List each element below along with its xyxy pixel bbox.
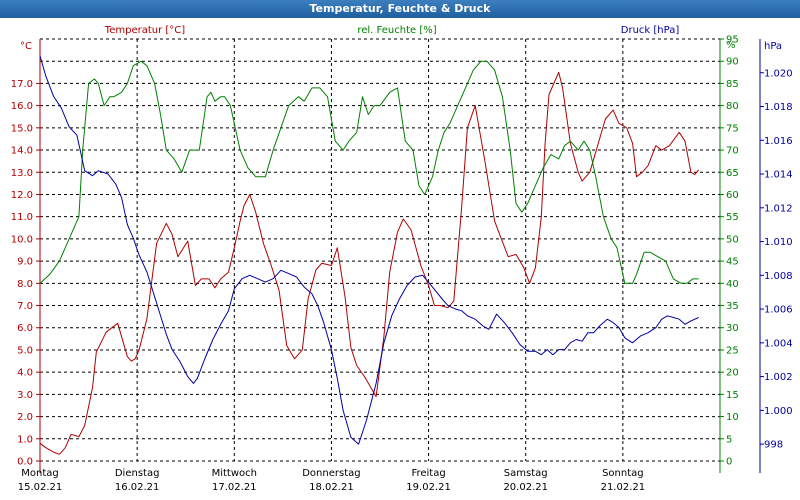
temperature-series-line — [39, 71, 699, 455]
temp-tick-label: 0.0 — [17, 457, 33, 468]
day-date-label: 18.02.21 — [309, 482, 354, 493]
temp-tick-label: 10.0 — [11, 234, 33, 245]
humidity-tick-label: 65 — [726, 168, 739, 179]
x-axis-day-labels: Montag 15.02.21 Dienstag 16.02.21 Mittwoch 17… — [18, 468, 645, 493]
humidity-tick-label: 45 — [726, 257, 739, 268]
pressure-tick-label: 1.000 — [764, 406, 793, 417]
pressure-tick-label: 1.012 — [764, 203, 793, 214]
humidity-tick-label: 70 — [726, 146, 739, 157]
temp-tick-label: 7.0 — [17, 301, 33, 312]
legend-pressure: Druck [hPa] — [621, 25, 680, 36]
day-name-label: Samstag — [504, 468, 548, 479]
weather-chart: 0.0 1.0 2.0 3.0 4.0 5.0 6.0 7.0 8.0 9.0 10.0 11.0 12… — [11, 25, 793, 493]
humidity-tick-label: 30 — [726, 323, 739, 334]
pressure-tick-label: 1.020 — [764, 68, 793, 79]
tick-labels: 0.0 1.0 2.0 3.0 4.0 5.0 6.0 7.0 8.0 9.0 10.0 11.0 12… — [11, 35, 793, 468]
humidity-axis-unit: % — [726, 40, 736, 51]
temp-tick-label: 16.0 — [11, 101, 33, 112]
pressure-tick-label: 1.014 — [764, 170, 793, 181]
temp-tick-label: 13.0 — [11, 168, 33, 179]
day-date-label: 16.02.21 — [115, 482, 160, 493]
humidity-tick-label: 80 — [726, 101, 739, 112]
pressure-tick-label: 1.016 — [764, 136, 793, 147]
temp-tick-label: 12.0 — [11, 190, 33, 201]
day-name-label: Montag — [21, 468, 58, 479]
legend: Temperatur [°C] rel. Feuchte [%] Druck [hP… — [104, 25, 680, 36]
humidity-tick-label: 60 — [726, 190, 739, 201]
pressure-tick-label: 998 — [764, 440, 783, 451]
temp-tick-label: 15.0 — [11, 123, 33, 134]
temp-tick-label: 8.0 — [17, 279, 33, 290]
day-date-label: 15.02.21 — [18, 482, 63, 493]
day-name-label: Donnerstag — [302, 468, 360, 479]
pressure-axis-unit: hPa — [764, 41, 782, 52]
pressure-tick-label: 1.002 — [764, 372, 793, 383]
temp-tick-label: 9.0 — [17, 257, 33, 268]
humidity-tick-label: 15 — [726, 390, 739, 401]
pressure-series-line — [39, 55, 699, 445]
humidity-series-line — [39, 60, 699, 284]
pressure-tick-label: 1.018 — [764, 102, 793, 113]
day-name-label: Freitag — [411, 468, 445, 479]
temp-tick-label: 3.0 — [17, 390, 33, 401]
axes — [39, 39, 761, 473]
temp-tick-label: 5.0 — [17, 345, 33, 356]
day-date-label: 21.02.21 — [601, 482, 646, 493]
day-date-label: 19.02.21 — [406, 482, 451, 493]
grid-lines — [39, 38, 721, 462]
legend-humidity: rel. Feuchte [%] — [357, 25, 436, 36]
day-name-label: Sonntag — [602, 468, 644, 479]
legend-temperature: Temperatur [°C] — [104, 25, 185, 36]
humidity-tick-label: 10 — [726, 412, 739, 423]
humidity-tick-label: 85 — [726, 79, 739, 90]
pressure-tick-label: 1.010 — [764, 237, 793, 248]
day-name-label: Dienstag — [115, 468, 160, 479]
temp-tick-label: 2.0 — [17, 412, 33, 423]
temp-tick-label: 1.0 — [17, 434, 33, 445]
day-name-label: Mittwoch — [212, 468, 257, 479]
humidity-tick-label: 20 — [726, 368, 739, 379]
pressure-tick-label: 1.006 — [764, 305, 793, 316]
day-date-label: 17.02.21 — [212, 482, 257, 493]
humidity-tick-label: 95 — [726, 35, 739, 46]
temp-axis-unit: °C — [20, 41, 32, 52]
humidity-tick-label: 5 — [726, 434, 732, 445]
humidity-tick-label: 25 — [726, 345, 739, 356]
series-lines — [39, 55, 699, 455]
humidity-tick-label: 50 — [726, 234, 739, 245]
humidity-tick-label: 75 — [726, 123, 739, 134]
humidity-tick-label: 35 — [726, 301, 739, 312]
pressure-tick-label: 1.004 — [764, 338, 793, 349]
pressure-tick-label: 1.008 — [764, 271, 793, 282]
humidity-tick-label: 40 — [726, 279, 739, 290]
humidity-tick-label: 0 — [726, 457, 732, 468]
temp-tick-label: 14.0 — [11, 146, 33, 157]
humidity-tick-label: 90 — [726, 57, 739, 68]
day-date-label: 20.02.21 — [503, 482, 548, 493]
temp-tick-label: 11.0 — [11, 212, 33, 223]
temp-tick-label: 4.0 — [17, 368, 33, 379]
temp-tick-label: 6.0 — [17, 323, 33, 334]
temp-tick-label: 17.0 — [11, 79, 33, 90]
humidity-tick-label: 55 — [726, 212, 739, 223]
chart-title: Temperatur, Feuchte & Druck — [0, 0, 800, 18]
